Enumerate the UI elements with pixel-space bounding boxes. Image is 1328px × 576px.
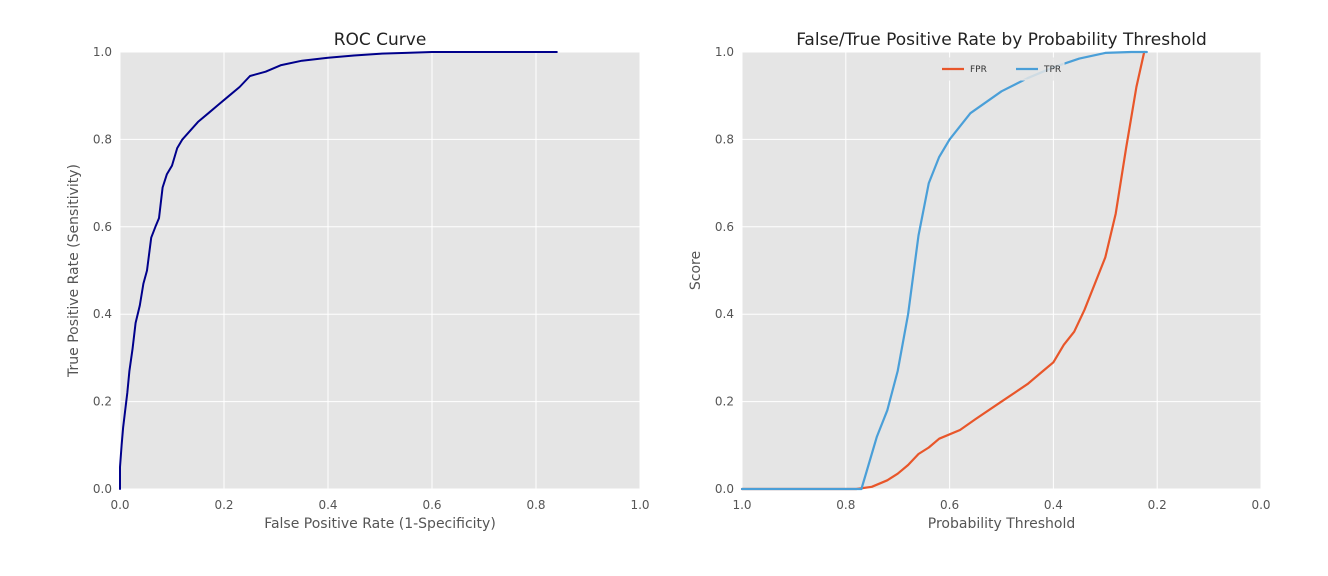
roc-x-axis-label: False Positive Rate (1-Specificity) [264, 516, 496, 532]
threshold-x-axis-label: Probability Threshold [928, 516, 1075, 532]
roc-x-tick-label: 0.4 [318, 498, 337, 512]
roc-y-tick-label: 0.4 [93, 307, 112, 321]
threshold-x-tick-label: 1.0 [732, 498, 751, 512]
roc-series-line [119, 51, 558, 490]
threshold-x-tick-label: 0.8 [836, 498, 855, 512]
roc-y-tick-label: 0.6 [93, 220, 112, 234]
threshold-chart: 1.0 0.8 0.6 0.4 0.2 0.0 0.0 0.2 0.4 0.6 0.8 1.0 Fals… [688, 30, 1271, 532]
roc-x-tick-label: 0.6 [422, 498, 441, 512]
roc-x-tick-label: 0.8 [526, 498, 545, 512]
roc-x-tick-label: 0.0 [110, 498, 129, 512]
roc-y-tick-label: 1.0 [93, 45, 112, 59]
threshold-series-line-fpr [740, 50, 1146, 491]
threshold-y-tick-label: 0.4 [715, 307, 734, 321]
threshold-x-tick-label: 0.0 [1251, 498, 1270, 512]
roc-y-tick-label: 0.0 [93, 482, 112, 496]
threshold-legend-label-tpr: TPR [1043, 65, 1061, 75]
roc-y-tick-label: 0.8 [93, 132, 112, 146]
threshold-plot-area [742, 52, 1261, 489]
threshold-y-tick-label: 0.8 [715, 132, 734, 146]
threshold-series-line-tpr [740, 50, 1148, 491]
roc-y-tick-label: 0.2 [93, 395, 112, 409]
threshold-x-tick-label: 0.2 [1148, 498, 1167, 512]
threshold-legend-box [935, 57, 1065, 81]
threshold-y-tick-label: 0.0 [715, 482, 734, 496]
roc-y-axis-label: True Positive Rate (Sensitivity) [66, 164, 82, 378]
roc-chart: 0.0 0.2 0.4 0.6 0.8 1.0 0.0 0.2 0.4 0.6 0.8 1.0 ROC … [66, 30, 650, 532]
threshold-title: False/True Positive Rate by Probability … [796, 30, 1207, 50]
threshold-legend-label-fpr: FPR [970, 65, 987, 75]
threshold-legend: FPR TPR [935, 57, 1065, 81]
threshold-y-tick-label: 1.0 [715, 45, 734, 59]
roc-plot-area [120, 52, 640, 489]
threshold-x-tick-label: 0.4 [1044, 498, 1063, 512]
roc-title: ROC Curve [334, 30, 427, 50]
threshold-y-tick-label: 0.6 [715, 220, 734, 234]
threshold-y-axis-label: Score [688, 251, 704, 290]
roc-x-tick-label: 1.0 [630, 498, 649, 512]
roc-x-tick-label: 0.2 [214, 498, 233, 512]
threshold-x-tick-label: 0.6 [940, 498, 959, 512]
threshold-y-tick-label: 0.2 [715, 395, 734, 409]
